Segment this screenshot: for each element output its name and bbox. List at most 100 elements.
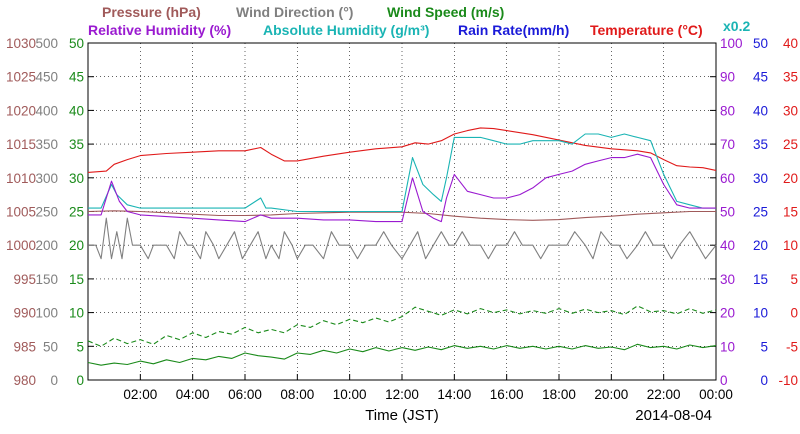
tick-label-2: 45 <box>69 70 84 85</box>
tick-label-1: 450 <box>35 70 58 85</box>
x-tick-label: 20:00 <box>594 387 628 402</box>
series-layer <box>87 127 717 366</box>
tick-label-6: 20 <box>783 171 798 186</box>
tick-label-5: 5 <box>760 339 768 354</box>
tick-label-0: 995 <box>13 272 36 287</box>
tick-label-5: 40 <box>753 103 768 118</box>
tick-label-0: 990 <box>13 306 36 321</box>
tick-label-0: 1015 <box>6 137 36 152</box>
legend-pressure: Pressure (hPa) <box>102 4 201 20</box>
tick-label-1: 100 <box>35 306 58 321</box>
left-axes: 9809859909951000100510101015102010251030… <box>6 36 94 388</box>
tick-label-5: 25 <box>753 205 768 220</box>
x-axis-label: Time (JST) <box>365 407 439 424</box>
series-pressure-hpa <box>87 210 716 221</box>
tick-label-5: 50 <box>753 36 768 51</box>
tick-label-3: 0 <box>720 373 728 388</box>
series-absolute-humidity-g-m <box>88 133 716 213</box>
tick-label-6: 0 <box>790 306 798 321</box>
tick-label-1: 150 <box>35 272 58 287</box>
legend-wind-direction: Wind Direction (°) <box>236 4 353 20</box>
legend-absolute-humidity: Absolute Humidity (g/m³) <box>263 22 429 38</box>
x-tick-label: 16:00 <box>490 387 524 402</box>
x-tick-label: 12:00 <box>385 387 419 402</box>
tick-label-3: 80 <box>720 103 735 118</box>
tick-label-2: 30 <box>69 171 84 186</box>
series-temperature-c <box>87 127 717 173</box>
tick-label-0: 1005 <box>6 205 36 220</box>
tick-label-0: 1010 <box>6 171 36 186</box>
tick-label-6: -10 <box>778 373 798 388</box>
tick-label-3: 30 <box>720 272 735 287</box>
tick-label-1: 50 <box>43 339 58 354</box>
tick-label-3: 90 <box>720 70 735 85</box>
tick-label-6: 10 <box>783 238 798 253</box>
tick-label-0: 1025 <box>6 70 36 85</box>
series-wind-direction <box>88 217 717 260</box>
tick-label-1: 350 <box>35 137 58 152</box>
tick-label-3: 40 <box>720 238 735 253</box>
tick-label-0: 980 <box>13 373 36 388</box>
right-axes: 0102030405060708090100051015202530354045… <box>710 36 798 388</box>
tick-label-6: 40 <box>783 36 798 51</box>
tick-label-1: 250 <box>35 205 58 220</box>
tick-label-5: 20 <box>753 238 768 253</box>
tick-label-6: 5 <box>790 272 798 287</box>
tick-label-3: 20 <box>720 306 735 321</box>
x-tick-label: 10:00 <box>333 387 367 402</box>
tick-label-5: 15 <box>753 272 768 287</box>
tick-label-3: 100 <box>720 36 743 51</box>
tick-label-6: 25 <box>783 137 798 152</box>
tick-label-2: 20 <box>69 238 84 253</box>
x-tick-label: 22:00 <box>647 387 681 402</box>
legend-rain-rate: Rain Rate(mm/h) <box>458 22 569 38</box>
tick-label-5: 30 <box>753 171 768 186</box>
tick-label-5: 45 <box>753 70 768 85</box>
tick-label-3: 60 <box>720 171 735 186</box>
x-tick-label: 08:00 <box>280 387 314 402</box>
tick-label-6: 15 <box>783 205 798 220</box>
x-tick-label: 02:00 <box>123 387 157 402</box>
tick-label-6: 30 <box>783 103 798 118</box>
legend-temperature: Temperature (°C) <box>590 22 703 38</box>
tick-label-2: 25 <box>69 205 84 220</box>
tick-label-6: 35 <box>783 70 798 85</box>
x0-2-label: x0.2 <box>723 18 750 34</box>
tick-label-0: 1000 <box>6 238 36 253</box>
tick-label-1: 300 <box>35 171 58 186</box>
x-tick-label: 14:00 <box>437 387 471 402</box>
x-tick-label: 18:00 <box>542 387 576 402</box>
series-wind-speed-m-s <box>87 343 717 366</box>
title-row-2: Relative Humidity (%) Absolute Humidity … <box>88 18 750 38</box>
tick-label-0: 1030 <box>6 36 36 51</box>
tick-label-2: 50 <box>69 36 84 51</box>
x-axis: 02:00 04:00 06:00 08:00 10:00 12:00 14:00 16:00… <box>123 374 733 402</box>
x-tick-label: 06:00 <box>228 387 262 402</box>
tick-label-0: 1020 <box>6 103 36 118</box>
tick-label-1: 200 <box>35 238 58 253</box>
date-label: 2014-08-04 <box>635 407 712 424</box>
tick-label-1: 400 <box>35 103 58 118</box>
tick-label-5: 35 <box>753 137 768 152</box>
tick-label-2: 0 <box>76 373 84 388</box>
tick-label-1: 0 <box>50 373 58 388</box>
tick-label-5: 10 <box>753 306 768 321</box>
legend-wind-speed: Wind Speed (m/s) <box>387 4 504 20</box>
tick-label-3: 70 <box>720 137 735 152</box>
series-wind-speed-gust-m-s <box>87 305 717 347</box>
tick-label-3: 50 <box>720 205 735 220</box>
tick-label-5: 0 <box>760 373 768 388</box>
tick-label-6: -5 <box>786 339 798 354</box>
tick-label-1: 500 <box>35 36 58 51</box>
tick-label-2: 10 <box>69 306 84 321</box>
tick-label-0: 985 <box>13 339 36 354</box>
tick-label-3: 10 <box>720 339 735 354</box>
tick-label-2: 40 <box>69 103 84 118</box>
tick-label-2: 35 <box>69 137 84 152</box>
tick-label-2: 5 <box>76 339 84 354</box>
tick-label-2: 15 <box>69 272 84 287</box>
legend-relative-humidity: Relative Humidity (%) <box>88 22 231 38</box>
x-tick-label: 00:00 <box>699 387 733 402</box>
title-row-1: Pressure (hPa) Wind Direction (°) Wind S… <box>102 4 504 20</box>
